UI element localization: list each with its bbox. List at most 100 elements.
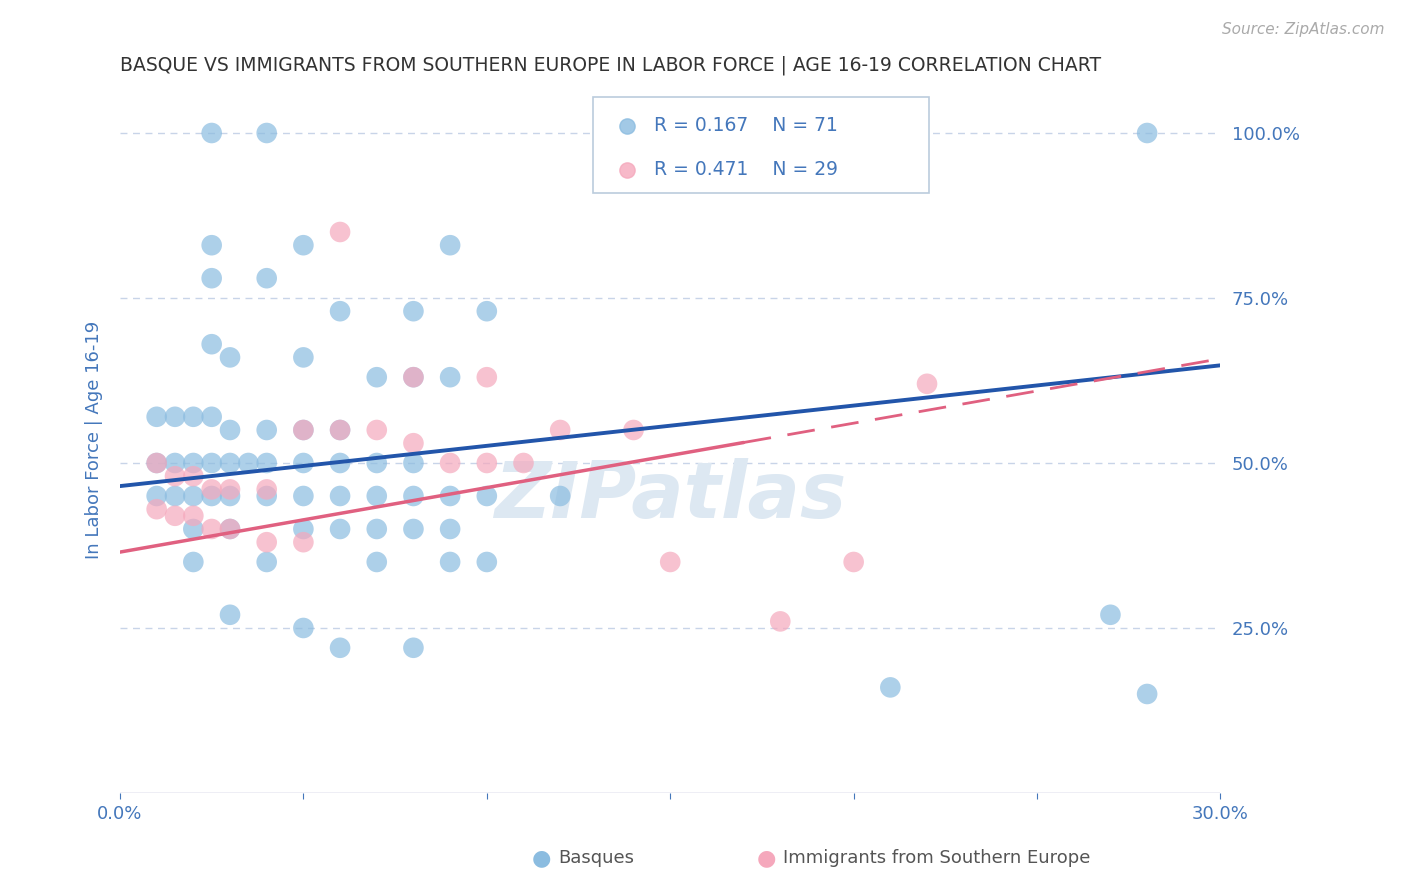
Point — [219, 456, 242, 470]
Point — [1136, 687, 1159, 701]
Point — [201, 238, 224, 252]
Point — [292, 423, 315, 437]
Point — [402, 640, 425, 655]
Point — [163, 489, 186, 503]
Point — [183, 456, 205, 470]
Point — [163, 409, 186, 424]
Point — [145, 456, 167, 470]
Point — [366, 370, 388, 384]
Point — [238, 456, 260, 470]
Point — [475, 370, 498, 384]
Point — [292, 489, 315, 503]
Point — [292, 456, 315, 470]
Point — [219, 607, 242, 622]
Point — [402, 522, 425, 536]
Point — [145, 489, 167, 503]
Point — [402, 370, 425, 384]
Point — [769, 615, 792, 629]
Point — [201, 337, 224, 351]
Point — [292, 423, 315, 437]
Point — [201, 483, 224, 497]
Point — [292, 621, 315, 635]
Point — [329, 640, 352, 655]
Point — [475, 555, 498, 569]
Point — [256, 271, 278, 285]
Point — [145, 409, 167, 424]
Text: Source: ZipAtlas.com: Source: ZipAtlas.com — [1222, 22, 1385, 37]
Text: ZIPatlas: ZIPatlas — [494, 458, 846, 534]
Point — [402, 456, 425, 470]
Point — [548, 489, 571, 503]
Point — [439, 555, 461, 569]
Point — [475, 489, 498, 503]
Point — [402, 370, 425, 384]
Text: R = 0.471    N = 29: R = 0.471 N = 29 — [654, 161, 838, 179]
Point — [879, 681, 901, 695]
Point — [366, 423, 388, 437]
Point — [219, 423, 242, 437]
Text: R = 0.167    N = 71: R = 0.167 N = 71 — [654, 116, 838, 136]
Point — [659, 555, 682, 569]
Point — [145, 456, 167, 470]
Point — [1136, 126, 1159, 140]
Point — [256, 456, 278, 470]
Point — [256, 126, 278, 140]
Point — [1099, 607, 1122, 622]
Point — [201, 126, 224, 140]
Point — [512, 456, 534, 470]
Point — [548, 423, 571, 437]
Point — [201, 271, 224, 285]
Point — [201, 489, 224, 503]
Point — [329, 423, 352, 437]
Point — [183, 508, 205, 523]
Point — [183, 409, 205, 424]
Point — [292, 351, 315, 365]
Point — [366, 456, 388, 470]
Point — [219, 351, 242, 365]
Point — [201, 456, 224, 470]
Point — [256, 489, 278, 503]
Point — [439, 456, 461, 470]
Point — [183, 489, 205, 503]
Point — [163, 508, 186, 523]
Point — [623, 423, 645, 437]
Text: ●: ● — [756, 848, 776, 868]
Point — [842, 555, 865, 569]
Text: ●: ● — [531, 848, 551, 868]
Point — [329, 456, 352, 470]
Point — [219, 489, 242, 503]
Point — [402, 304, 425, 318]
Point — [439, 370, 461, 384]
Point — [329, 304, 352, 318]
Point — [219, 483, 242, 497]
Point — [183, 555, 205, 569]
Y-axis label: In Labor Force | Age 16-19: In Labor Force | Age 16-19 — [86, 321, 103, 559]
Point — [145, 502, 167, 516]
Point — [329, 522, 352, 536]
Point — [292, 522, 315, 536]
Point — [292, 238, 315, 252]
Point — [329, 489, 352, 503]
Point — [623, 126, 645, 140]
Point — [256, 423, 278, 437]
FancyBboxPatch shape — [593, 97, 929, 193]
Point — [292, 535, 315, 549]
Point — [256, 555, 278, 569]
Point — [366, 489, 388, 503]
Point — [439, 489, 461, 503]
Point — [183, 522, 205, 536]
Point — [183, 469, 205, 483]
Text: Basques: Basques — [558, 849, 634, 867]
Point — [439, 522, 461, 536]
Point — [201, 409, 224, 424]
Point — [163, 456, 186, 470]
Point — [475, 456, 498, 470]
Text: Immigrants from Southern Europe: Immigrants from Southern Europe — [783, 849, 1091, 867]
Point — [256, 483, 278, 497]
Point — [915, 376, 938, 391]
Text: BASQUE VS IMMIGRANTS FROM SOUTHERN EUROPE IN LABOR FORCE | AGE 16-19 CORRELATION: BASQUE VS IMMIGRANTS FROM SOUTHERN EUROP… — [120, 55, 1101, 75]
Point — [163, 469, 186, 483]
Point — [402, 489, 425, 503]
Point — [439, 238, 461, 252]
Point — [201, 522, 224, 536]
